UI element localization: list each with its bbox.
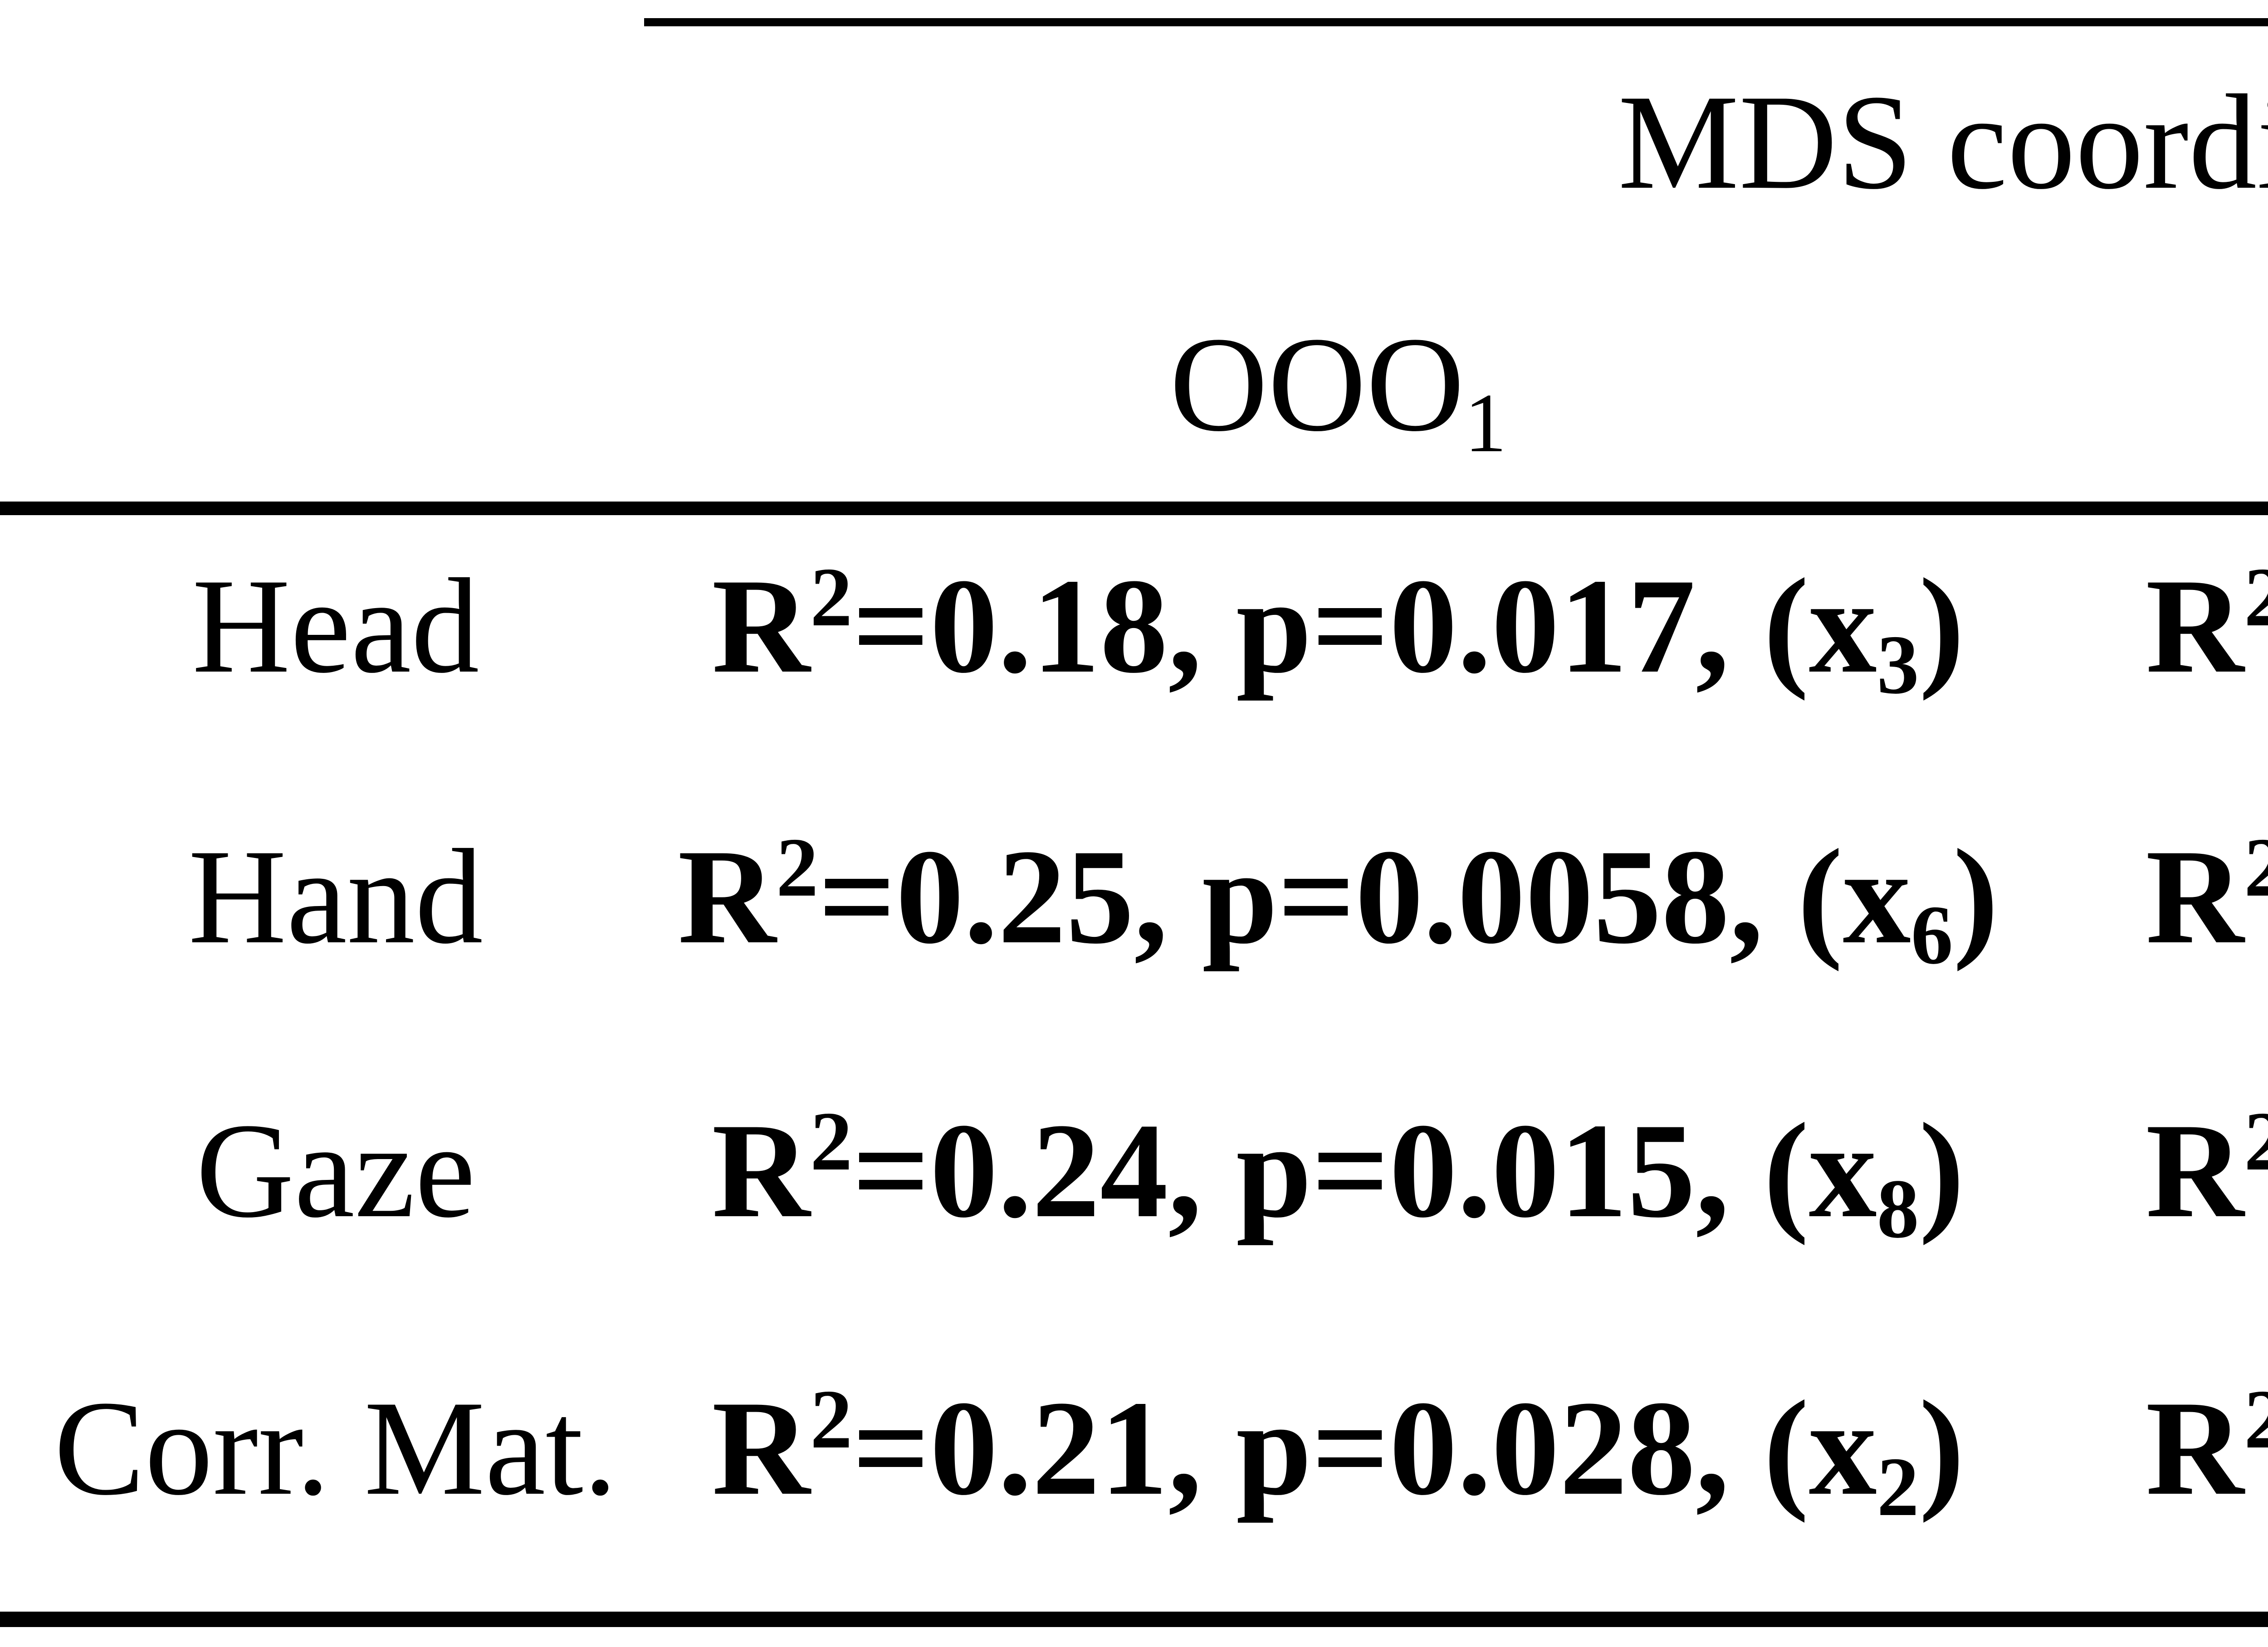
group-header-mds-coordinates: MDS coordinates (644, 18, 2268, 258)
row-label: Head (192, 551, 479, 701)
group-header-row: MDS coordinates (0, 18, 2268, 258)
cell-corr-mat-ooo1: R2=0.21, p=0.028, (x2) (644, 1330, 2123, 1627)
cell-head-ooo2: R2=0.19, p=0.013, (x2) (2146, 550, 2268, 701)
cell-head-ooo1: R2=0.18, p=0.017, (x3) (712, 550, 1965, 711)
row-label: Corr. Mat. (0, 1330, 644, 1627)
column-header-row: OOO1 OOO2 (0, 258, 2268, 515)
cell-gaze-ooo1: R2=0.24, p=0.015, (x8) (712, 1095, 1965, 1256)
table-body: Head R2=0.18, p=0.017, (x3) R2=0.19, p=0… (0, 508, 2268, 1627)
row-label: Hand (188, 821, 483, 972)
row-label: Gaze (196, 1095, 476, 1246)
table-row-corr-mat: Corr. Mat. R2=0.21, p=0.028, (x2) R2=0.2… (0, 1330, 2268, 1627)
paper-table-page: MDS coordinates OOO1 OOO2 Head R2=0.18, … (0, 18, 2268, 1647)
table-row-hand: Hand R2=0.25, p=0.0058, (x6) R2=0.21, p=… (0, 782, 2268, 1056)
table-row-gaze: Gaze R2=0.24, p=0.015, (x8) R2=0.16, p=0… (0, 1056, 2268, 1330)
column-header-ooo1: OOO1 (644, 258, 2123, 515)
cell-hand-ooo2: R2=0.21, p=0.010, (x1) (2146, 821, 2268, 972)
column-header-ooo2: OOO2 (2123, 258, 2268, 515)
empty-stub-cell (0, 22, 644, 258)
cell-corr-mat-ooo2: R2=0.21, p=0.026, (x2) (2123, 1330, 2268, 1627)
empty-stub-cell (0, 258, 644, 515)
mds-results-table: MDS coordinates OOO1 OOO2 Head R2=0.18, … (0, 18, 2268, 1627)
cell-gaze-ooo2: R2=0.16, p=0.042, (x1) (2146, 1095, 2268, 1246)
table-row-head: Head R2=0.18, p=0.017, (x3) R2=0.19, p=0… (0, 508, 2268, 782)
cell-hand-ooo1: R2=0.25, p=0.0058, (x6) (678, 821, 1999, 982)
table-header: MDS coordinates OOO1 OOO2 (0, 18, 2268, 515)
